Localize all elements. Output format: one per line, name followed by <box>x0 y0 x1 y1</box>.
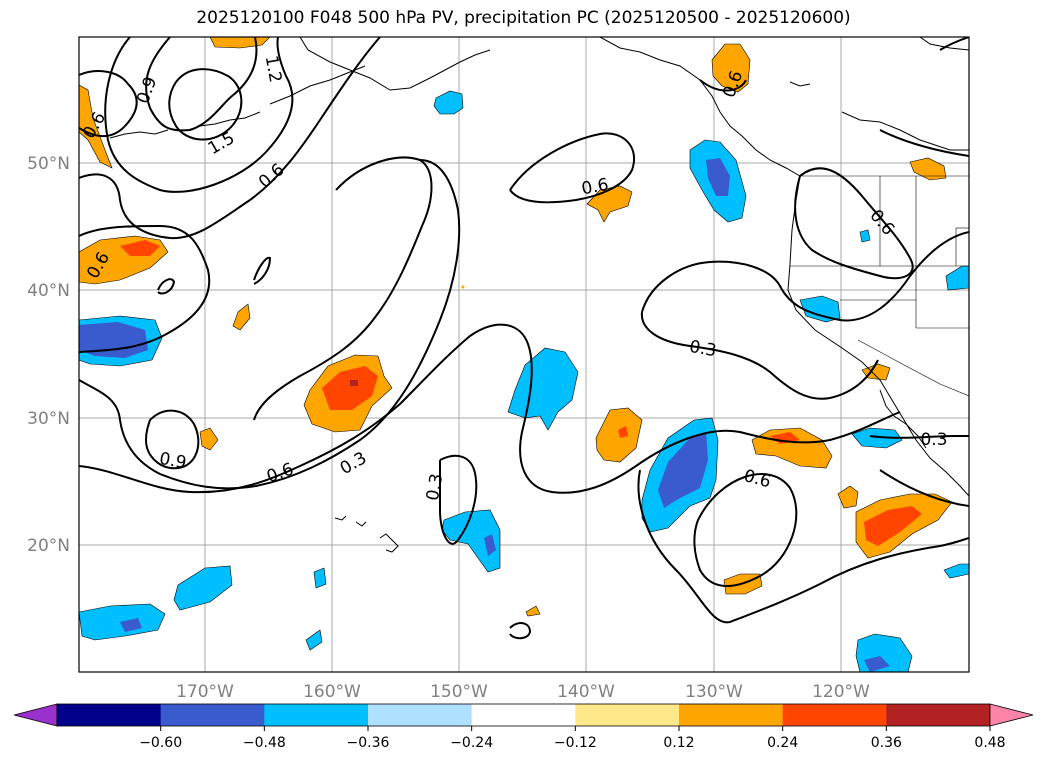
colorbar-cell <box>57 704 162 726</box>
lat-label: 30°N <box>27 409 70 429</box>
colorbar: −0.60 −0.48 −0.36 −0.24 −0.12 0.12 0.24 0.36 0.4… <box>13 703 1034 751</box>
lat-label: 50°N <box>27 154 70 174</box>
lon-label: 120°W <box>812 682 870 702</box>
contour-label: 1.2 <box>261 54 285 84</box>
contour-label: 0.3 <box>423 472 447 502</box>
colorbar-tick-label: 0.24 <box>767 735 798 751</box>
lon-label: 150°W <box>430 682 488 702</box>
colorbar-cell <box>471 704 576 726</box>
map-title: 2025120100 F048 500 hPa PV, precipitatio… <box>196 8 851 28</box>
colorbar-cell <box>368 704 473 726</box>
contour-label: 0.6 <box>580 175 610 199</box>
colorbar-tick-label: 0.48 <box>974 735 1005 751</box>
map-frame <box>78 36 970 673</box>
colorbar-cell <box>264 704 369 726</box>
colorbar-cell <box>575 704 680 726</box>
contour-label: 0.3 <box>920 430 947 450</box>
colorbar-tick-label: −0.48 <box>243 735 286 751</box>
colorbar-tick-label: −0.36 <box>347 735 390 751</box>
precip-shading <box>79 37 969 672</box>
lon-label: 130°W <box>685 682 743 702</box>
colorbar-extend-high <box>989 703 1034 727</box>
lon-label: 160°W <box>303 682 361 702</box>
lon-axis: 170°W 160°W 150°W 140°W 130°W 120°W <box>176 682 870 702</box>
lon-label: 140°W <box>557 682 615 702</box>
pv-contours <box>79 37 969 640</box>
colorbar-tick-label: −0.24 <box>450 735 493 751</box>
lat-label: 40°N <box>27 281 70 301</box>
coastlines <box>109 37 969 553</box>
lon-label: 170°W <box>176 682 234 702</box>
contour-label: 0.3 <box>688 337 718 361</box>
colorbar-cell <box>679 704 784 726</box>
borders <box>790 175 969 397</box>
colorbar-cell <box>160 704 265 726</box>
contour-label: 0.9 <box>158 449 188 473</box>
colorbar-cell <box>886 704 991 726</box>
colorbar-tick-label: 0.36 <box>871 735 902 751</box>
colorbar-extend-low <box>13 703 58 727</box>
colorbar-tick-label: −0.60 <box>139 735 182 751</box>
colorbar-tick-label: −0.12 <box>554 735 597 751</box>
colorbar-cell <box>782 704 887 726</box>
lat-label: 20°N <box>27 536 70 556</box>
colorbar-tick-label: 0.12 <box>663 735 694 751</box>
lat-axis: 50°N 40°N 30°N 20°N <box>27 154 70 556</box>
